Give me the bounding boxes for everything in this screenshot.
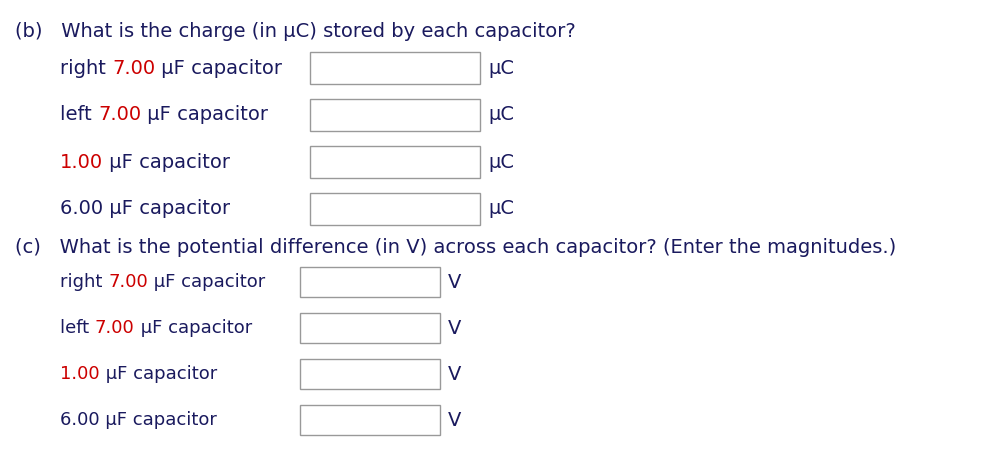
Text: μF capacitor: μF capacitor — [134, 319, 252, 337]
Text: left: left — [60, 319, 95, 337]
Text: 1.00: 1.00 — [60, 153, 104, 172]
Text: V: V — [448, 272, 461, 291]
Text: V: V — [448, 365, 461, 384]
Bar — [310, 193, 480, 225]
Bar — [300, 359, 440, 389]
Text: μF capacitor: μF capacitor — [104, 153, 230, 172]
Text: V: V — [448, 319, 461, 337]
Text: right: right — [60, 273, 109, 291]
Text: μC: μC — [488, 153, 514, 172]
Bar — [300, 405, 440, 435]
Bar — [310, 146, 480, 178]
Text: 6.00 μF capacitor: 6.00 μF capacitor — [60, 199, 230, 218]
Text: μC: μC — [488, 105, 514, 124]
Text: 1.00: 1.00 — [60, 365, 100, 383]
Bar — [310, 99, 480, 131]
Text: 6.00 μF capacitor: 6.00 μF capacitor — [60, 411, 217, 429]
Text: μC: μC — [488, 59, 514, 78]
Text: V: V — [448, 410, 461, 429]
Text: left: left — [60, 105, 98, 124]
Text: μF capacitor: μF capacitor — [141, 105, 268, 124]
Text: (c)   What is the potential difference (in V) across each capacitor? (Enter the : (c) What is the potential difference (in… — [15, 238, 896, 257]
Bar — [310, 52, 480, 84]
Bar — [300, 313, 440, 343]
Text: (b)   What is the charge (in μC) stored by each capacitor?: (b) What is the charge (in μC) stored by… — [15, 22, 576, 41]
Text: right: right — [60, 59, 113, 78]
Text: 7.00: 7.00 — [95, 319, 134, 337]
Bar — [300, 267, 440, 297]
Text: 7.00: 7.00 — [109, 273, 147, 291]
Text: 7.00: 7.00 — [98, 105, 141, 124]
Text: μF capacitor: μF capacitor — [147, 273, 265, 291]
Text: μF capacitor: μF capacitor — [155, 59, 282, 78]
Text: 7.00: 7.00 — [113, 59, 155, 78]
Text: μC: μC — [488, 199, 514, 218]
Text: μF capacitor: μF capacitor — [100, 365, 217, 383]
